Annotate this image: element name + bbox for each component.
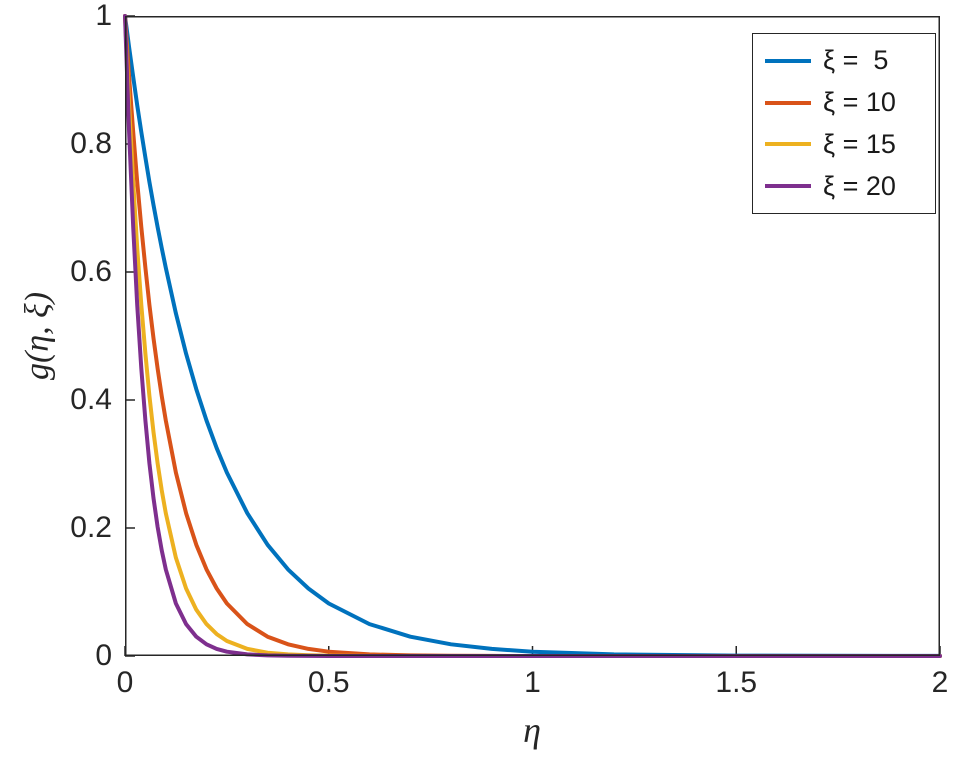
y-tick-label: 0.4 (70, 383, 112, 416)
x-axis-label: η (523, 710, 541, 750)
y-axis-label: g(η, ξ) (19, 291, 56, 381)
legend: ξ = 5 ξ = 10 ξ = 15 ξ = 20 (752, 33, 936, 214)
y-axis-tick-labels: 1 0.8 0.6 0.4 0.2 0 (0, 0, 112, 766)
y-tick-label: 0.6 (70, 255, 112, 288)
y-tick-label: 0.2 (70, 511, 112, 544)
legend-entry-label: ξ = 5 (823, 45, 889, 76)
plot-canvas (123, 14, 942, 658)
legend-entry-label: ξ = 10 (823, 87, 896, 118)
x-tick-label: 0.5 (307, 666, 350, 699)
y-tick-label: 1 (95, 0, 112, 32)
x-tick-label: 1.5 (715, 666, 758, 699)
legend-line-swatch (765, 184, 811, 189)
legend-entry: ξ = 15 (765, 128, 923, 159)
x-tick-label: 1 (524, 666, 541, 699)
legend-entry: ξ = 10 (765, 89, 923, 116)
y-tick-label: 0.8 (70, 127, 112, 160)
legend-entry: ξ = 5 (765, 47, 923, 74)
x-tick-label: 2 (931, 666, 949, 699)
legend-line-swatch (765, 100, 811, 105)
legend-entry: ξ = 20 (765, 170, 923, 201)
y-tick-label: 0 (95, 639, 112, 672)
legend-line-swatch (765, 142, 811, 147)
plot-area (123, 14, 942, 658)
legend-entry-label: ξ = 20 (823, 170, 896, 201)
legend-entry-label: ξ = 15 (823, 128, 896, 159)
legend-line-swatch (765, 58, 811, 63)
x-tick-label: 0 (116, 666, 134, 699)
